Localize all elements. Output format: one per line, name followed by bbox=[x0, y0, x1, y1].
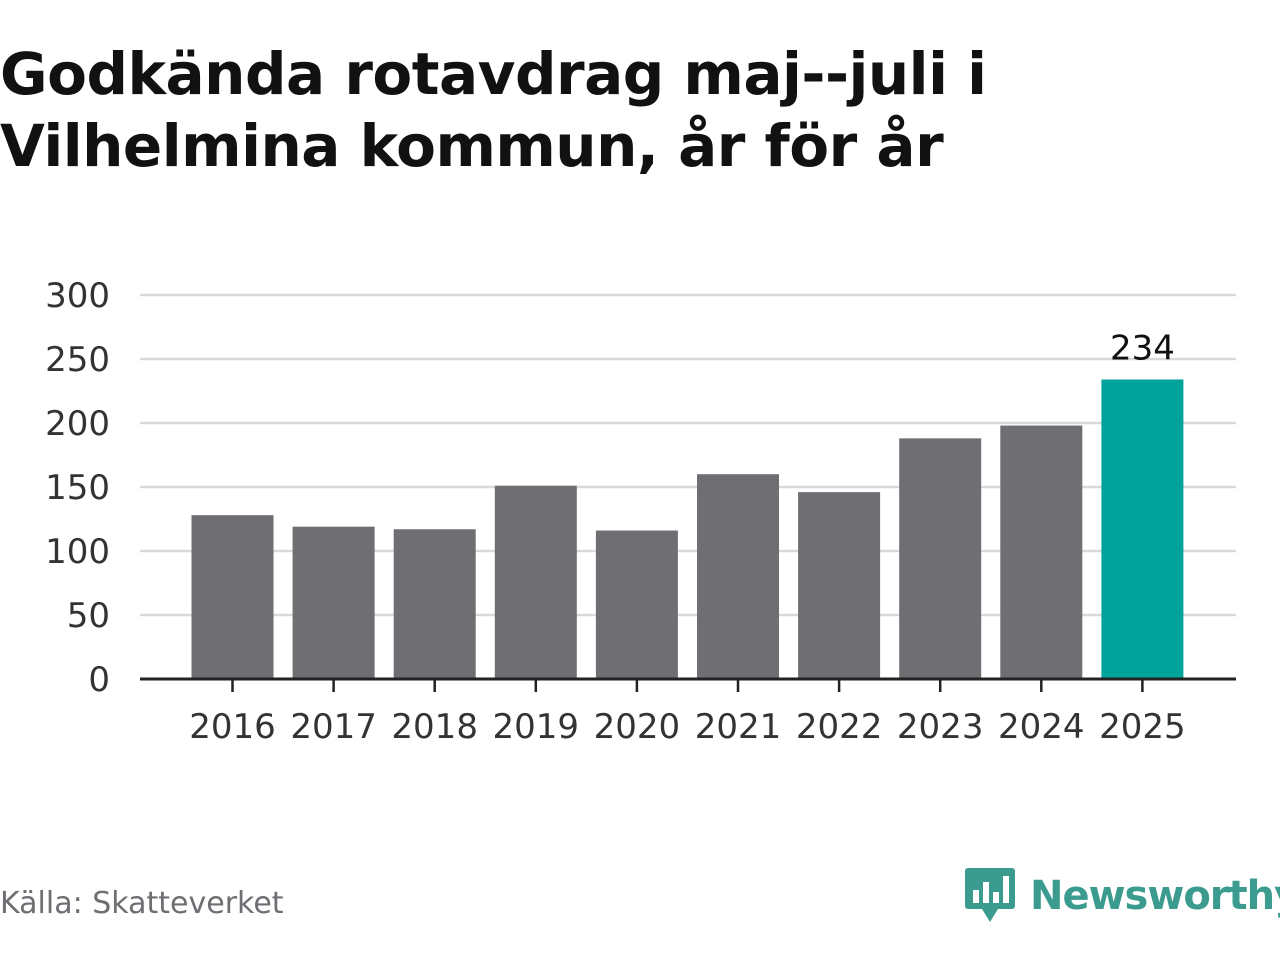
brand-name: Newsworthy bbox=[1030, 873, 1280, 919]
x-tick-label: 2018 bbox=[391, 707, 478, 747]
bar-2025 bbox=[1101, 379, 1184, 679]
bar-2020 bbox=[595, 530, 678, 679]
chart-title-line-2: Vilhelmina kommun, år för år bbox=[0, 112, 944, 180]
bar-2022 bbox=[798, 492, 881, 679]
newsworthy-logo-icon bbox=[965, 868, 1015, 922]
x-tick-label: 2019 bbox=[493, 707, 580, 747]
x-tick-label: 2017 bbox=[290, 707, 377, 747]
source-note: Källa: Skatteverket bbox=[0, 886, 284, 921]
bar-2018 bbox=[393, 529, 476, 679]
bar-2024 bbox=[1000, 425, 1083, 679]
bar-2021 bbox=[697, 474, 779, 679]
x-tick-label: 2023 bbox=[897, 707, 984, 747]
y-tick-label: 300 bbox=[45, 276, 110, 316]
y-tick-label: 250 bbox=[45, 340, 110, 380]
data-label: 234 bbox=[1110, 328, 1175, 368]
brand-logo[interactable]: Newsworthy bbox=[964, 864, 1280, 928]
x-tick-label: 2025 bbox=[1099, 707, 1186, 747]
y-tick-label: 50 bbox=[67, 596, 110, 636]
bar-2019 bbox=[494, 485, 577, 679]
x-tick-label: 2021 bbox=[695, 707, 782, 747]
chart-title: Godkända rotavdrag maj--juli i Vilhelmin… bbox=[0, 38, 1240, 182]
x-tick-label: 2024 bbox=[998, 707, 1085, 747]
bar-2023 bbox=[899, 438, 982, 679]
bar-2017 bbox=[292, 526, 375, 679]
y-tick-label: 100 bbox=[45, 532, 110, 572]
x-tick-label: 2022 bbox=[796, 707, 883, 747]
y-tick-label: 200 bbox=[45, 404, 110, 444]
chart-title-line-1: Godkända rotavdrag maj--juli i bbox=[0, 40, 987, 108]
bar-2016 bbox=[191, 515, 274, 679]
x-tick-label: 2016 bbox=[189, 707, 276, 747]
y-tick-label: 0 bbox=[88, 660, 110, 700]
y-tick-label: 150 bbox=[45, 468, 110, 508]
x-tick-label: 2020 bbox=[594, 707, 681, 747]
